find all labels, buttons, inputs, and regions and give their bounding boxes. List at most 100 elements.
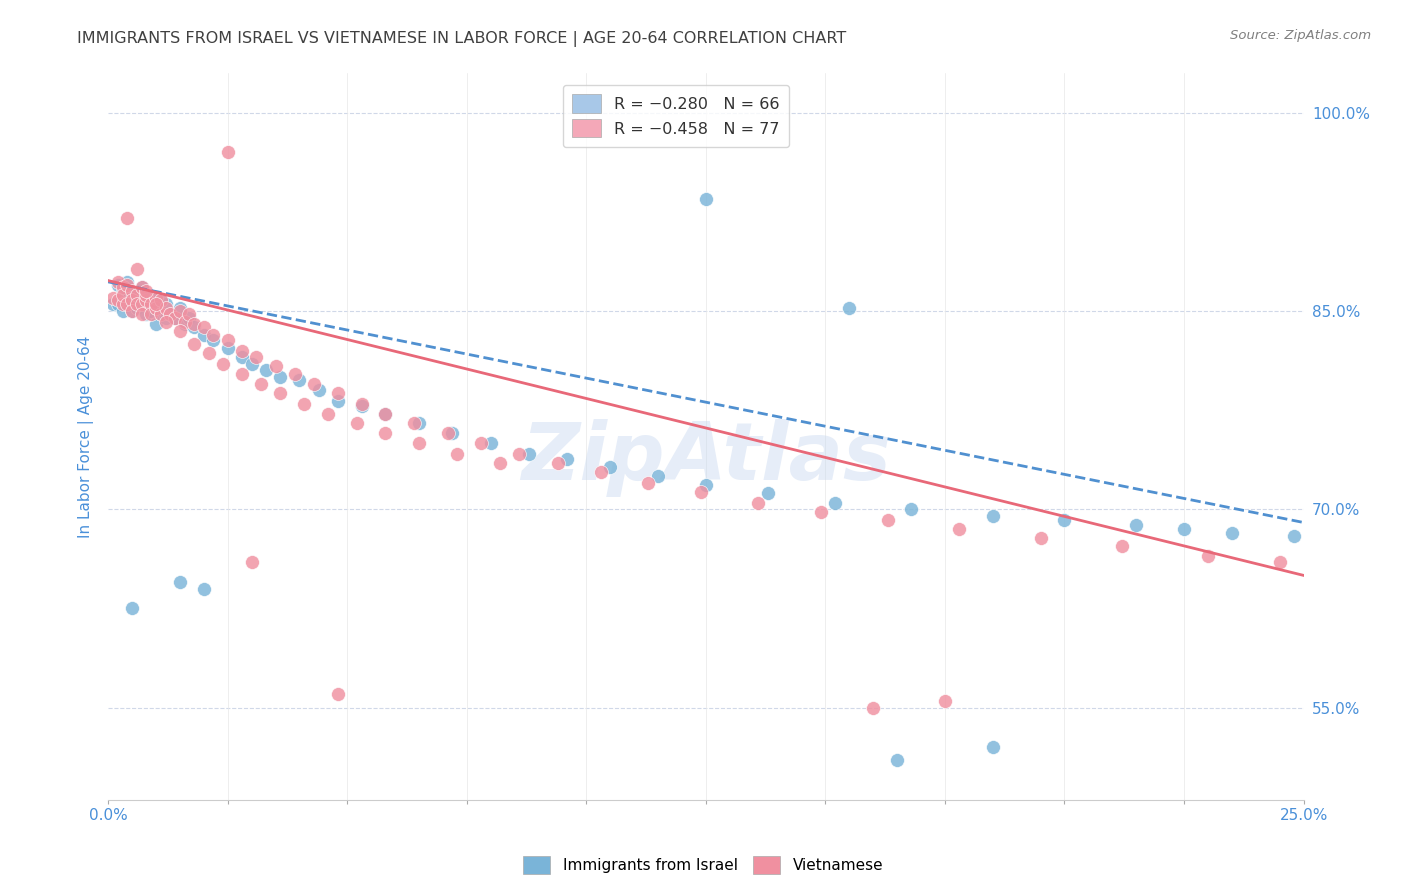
Point [117,275,139,289]
Point [948,522,970,536]
Point [149,293,172,308]
Point [145,301,167,316]
Point [165,310,187,325]
Point [131,291,153,305]
Point [125,301,148,316]
Point [217,145,239,160]
Point [141,297,163,311]
Point [350,396,373,410]
Point [121,284,143,298]
Point [292,396,315,410]
Point [404,417,426,431]
Point [101,291,124,305]
Point [1173,522,1195,536]
Point [240,357,263,371]
Point [183,337,205,351]
Point [436,425,458,440]
Point [374,407,396,421]
Point [326,386,349,401]
Point [695,192,717,206]
Point [155,310,177,325]
Point [125,284,148,298]
Point [121,293,143,308]
Text: Source: ZipAtlas.com: Source: ZipAtlas.com [1230,29,1371,42]
Point [217,333,239,347]
Point [155,314,177,328]
Point [231,350,253,364]
Point [121,297,143,311]
Legend: R = −0.280   N = 66, R = −0.458   N = 77: R = −0.280 N = 66, R = −0.458 N = 77 [562,85,789,147]
Point [441,425,464,440]
Text: IMMIGRANTS FROM ISRAEL VS VIETNAMESE IN LABOR FORCE | AGE 20-64 CORRELATION CHAR: IMMIGRANTS FROM ISRAEL VS VIETNAMESE IN … [77,31,846,47]
Point [886,754,908,768]
Point [245,350,267,364]
Point [599,460,621,475]
Point [695,478,717,492]
Point [589,465,612,479]
Point [179,310,201,325]
Point [838,301,860,316]
Point [747,496,769,510]
Point [193,319,215,334]
Point [169,301,191,316]
Point [141,307,163,321]
Point [756,486,779,500]
Point [117,284,139,298]
Point [408,417,430,431]
Point [173,317,195,331]
Point [121,291,143,305]
Point [183,317,205,331]
Point [141,293,163,308]
Point [117,293,139,308]
Point [374,407,396,421]
Point [107,275,129,289]
Point [810,505,832,519]
Point [131,280,153,294]
Point [326,687,349,701]
Point [1197,549,1219,563]
Point [125,293,148,308]
Point [107,277,129,292]
Point [1125,518,1147,533]
Text: ZipAtlas: ZipAtlas [522,419,891,498]
Point [446,447,468,461]
Point [1268,555,1291,569]
Point [408,436,430,450]
Point [193,582,215,596]
Point [135,288,157,302]
Point [212,357,235,371]
Point [254,363,277,377]
Point [159,307,181,321]
Point [316,407,339,421]
Y-axis label: In Labor Force | Age 20-64: In Labor Force | Age 20-64 [79,335,94,538]
Point [508,447,530,461]
Point [269,370,291,384]
Point [240,555,263,569]
Point [302,376,325,391]
Point [1029,532,1052,546]
Point [135,297,157,311]
Point [111,297,134,311]
Point [121,304,143,318]
Point [169,324,191,338]
Point [125,288,148,302]
Point [117,211,139,226]
Point [117,297,139,311]
Point [149,307,172,321]
Point [479,436,502,450]
Point [284,368,307,382]
Point [125,261,148,276]
Point [111,284,134,298]
Point [135,307,157,321]
Point [169,304,191,318]
Point [981,508,1004,523]
Point [862,700,884,714]
Point [690,485,713,500]
Point [269,386,291,401]
Point [981,740,1004,755]
Point [111,288,134,302]
Point [934,694,956,708]
Point [308,384,330,398]
Point [117,277,139,292]
Point [374,425,396,440]
